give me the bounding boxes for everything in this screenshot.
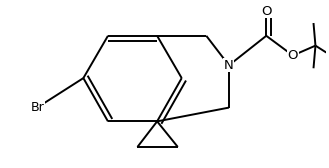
Text: O: O [261, 5, 271, 18]
Text: Br: Br [30, 101, 44, 114]
Text: N: N [224, 59, 234, 72]
Text: O: O [288, 49, 298, 62]
